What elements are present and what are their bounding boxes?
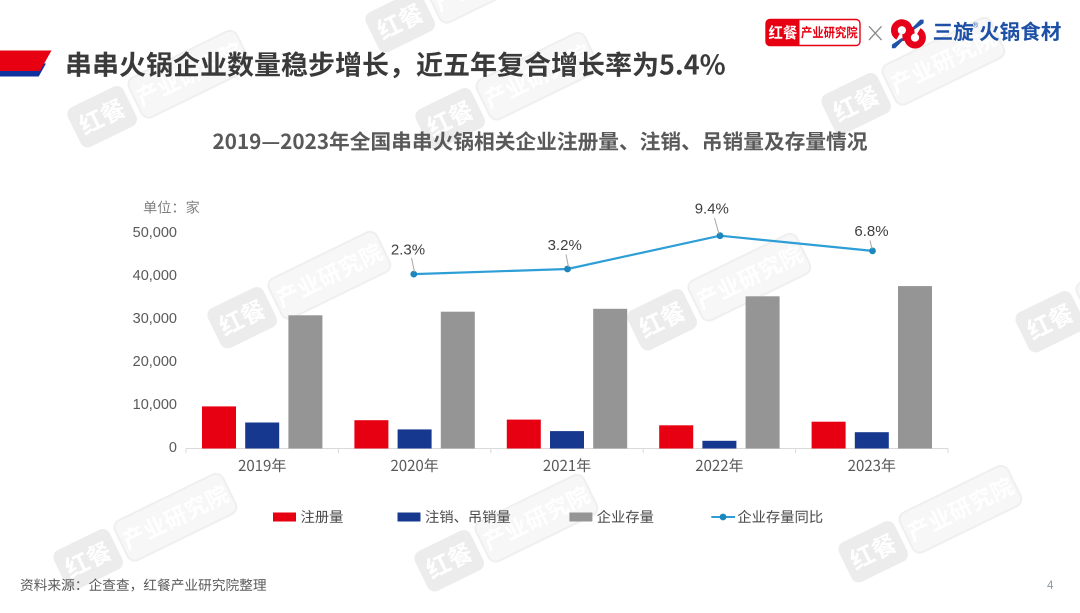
svg-text:40,000: 40,000 <box>133 268 177 284</box>
svg-text:30,000: 30,000 <box>133 311 177 327</box>
svg-text:0: 0 <box>169 440 177 456</box>
svg-text:3.2%: 3.2% <box>548 237 582 254</box>
svg-text:4: 4 <box>1047 580 1054 592</box>
svg-text:9.4%: 9.4% <box>695 201 729 218</box>
svg-text:2.3%: 2.3% <box>391 242 425 259</box>
svg-text:50,000: 50,000 <box>133 225 177 241</box>
svg-text:10,000: 10,000 <box>133 397 177 413</box>
svg-text:20,000: 20,000 <box>133 354 177 370</box>
svg-text:6.8%: 6.8% <box>854 223 888 240</box>
svg-text:®: ® <box>973 21 979 30</box>
